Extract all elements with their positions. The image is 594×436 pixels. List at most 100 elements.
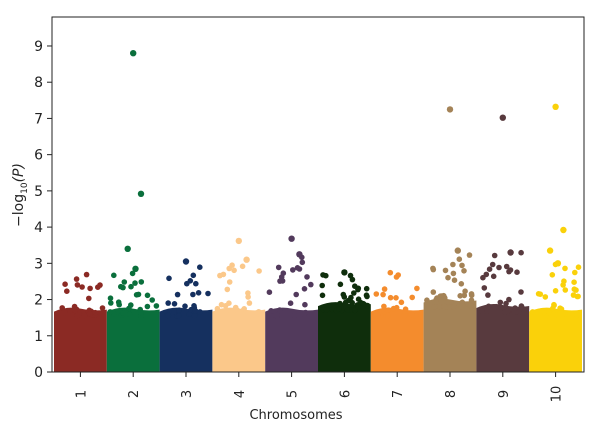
snp-point: [220, 271, 227, 278]
snp-point: [549, 272, 556, 278]
snp-point: [241, 306, 247, 312]
snp-point: [275, 264, 282, 271]
snp-point: [393, 295, 399, 301]
snp-point: [542, 294, 549, 300]
x-tick-label: 9: [497, 390, 512, 398]
snp-point: [450, 270, 457, 277]
snp-point: [574, 312, 580, 319]
snp-point: [562, 265, 568, 272]
snp-point: [128, 283, 134, 290]
snp-point: [395, 272, 402, 278]
snp-point: [483, 271, 490, 278]
snp-point: [144, 292, 151, 299]
chromosome-6-density: [318, 302, 371, 372]
y-axis-label-suffix: (P): [11, 163, 27, 182]
snp-point: [226, 265, 232, 272]
snp-point: [299, 259, 306, 266]
chromosome-2-density: [106, 307, 160, 372]
chromosome-1-points: [54, 271, 107, 372]
snp-point: [347, 272, 354, 279]
snp-point: [248, 313, 255, 319]
snp-point: [489, 261, 496, 268]
snp-point: [323, 307, 330, 313]
snp-point: [190, 272, 197, 279]
snp-point: [132, 280, 138, 286]
snp-point: [294, 265, 301, 271]
snp-point: [461, 268, 467, 274]
snp-point: [277, 278, 283, 284]
y-tick-label: 3: [34, 256, 43, 272]
y-tick-label: 7: [34, 111, 43, 127]
snp-point: [387, 269, 394, 276]
snp-point: [393, 304, 400, 311]
snp-point: [226, 300, 232, 307]
snp-point: [518, 289, 524, 295]
snp-point: [67, 308, 73, 315]
snp-point: [174, 291, 181, 298]
snp-point: [301, 310, 307, 317]
snp-point: [97, 282, 103, 288]
snp-point: [486, 266, 493, 273]
snp-highlight-point: [454, 247, 461, 254]
snp-point: [503, 263, 510, 270]
snp-point: [256, 268, 262, 274]
snp-point: [118, 283, 124, 290]
snp-point: [188, 306, 194, 313]
snp-point: [74, 313, 80, 319]
snp-point: [562, 287, 569, 293]
snp-point: [301, 286, 308, 292]
chromosome-4-points: [212, 237, 266, 372]
snp-point: [107, 295, 114, 302]
snp-point: [441, 293, 447, 300]
snp-point: [336, 306, 342, 312]
snp-point: [280, 270, 287, 277]
snp-point: [193, 280, 199, 287]
snp-highlight-point: [124, 245, 131, 252]
snp-point: [352, 307, 358, 314]
snp-point: [481, 285, 488, 291]
chromosome-5-density: [265, 307, 318, 372]
snp-point: [458, 281, 465, 287]
snp-point: [355, 296, 362, 303]
y-tick-label: 5: [34, 184, 43, 200]
snp-point: [126, 305, 132, 312]
snp-point: [197, 309, 203, 315]
snp-point: [121, 279, 128, 285]
snp-point: [373, 311, 380, 317]
snp-point: [387, 294, 394, 301]
snp-point: [571, 286, 578, 293]
snp-point: [551, 301, 557, 308]
snp-point: [319, 292, 326, 299]
snp-point: [253, 310, 260, 316]
snp-point: [79, 284, 85, 290]
points-layer: [54, 50, 582, 372]
snp-point: [424, 297, 430, 304]
snp-point: [276, 307, 283, 313]
y-tick-label: 8: [34, 75, 43, 91]
snp-point: [108, 300, 114, 306]
snp-point: [225, 312, 231, 319]
snp-point: [496, 264, 502, 271]
snp-point: [214, 305, 221, 312]
snp-point: [571, 279, 577, 286]
snp-point: [107, 309, 113, 315]
snp-point: [226, 279, 233, 285]
chromosome-3-points: [159, 258, 213, 372]
snp-point: [190, 291, 196, 298]
snp-point: [165, 300, 171, 306]
snp-point: [502, 309, 509, 316]
snp-point: [385, 307, 392, 314]
snp-point: [308, 281, 314, 288]
snp-point: [287, 300, 294, 307]
snp-point: [485, 292, 491, 298]
snp-point: [231, 267, 237, 274]
snp-point: [111, 272, 117, 279]
chromosome-4-density: [212, 307, 266, 372]
snp-point: [518, 303, 525, 309]
snp-point: [59, 305, 65, 311]
snp-point: [74, 282, 81, 288]
snp-point: [409, 294, 416, 301]
chromosome-2-points: [106, 50, 160, 372]
snp-point: [224, 286, 231, 293]
snp-point: [166, 275, 172, 282]
